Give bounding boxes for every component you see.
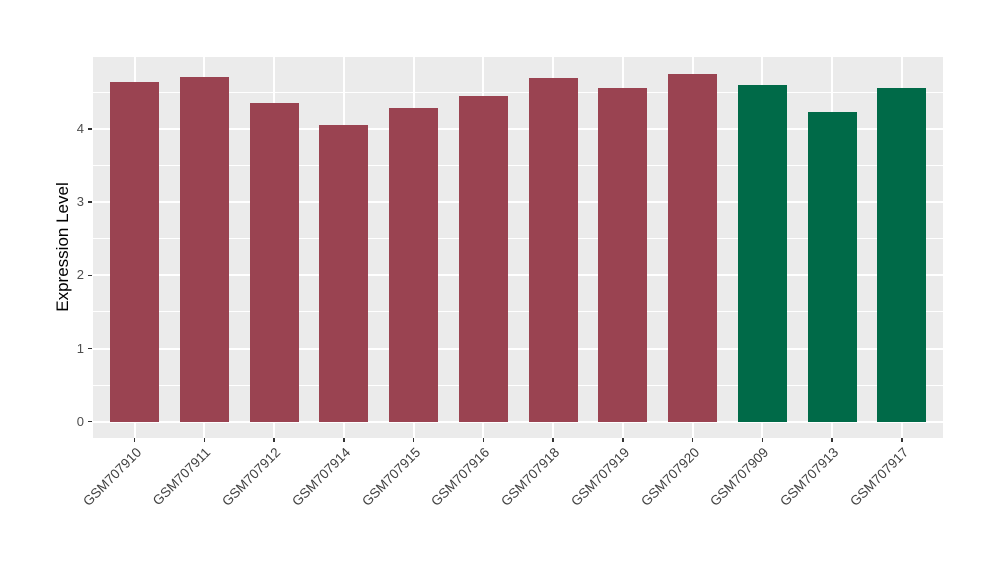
- y-tick-label: 3: [76, 194, 84, 210]
- y-tick-mark: [88, 201, 92, 203]
- x-tick-mark: [133, 438, 136, 442]
- x-tick-mark: [203, 438, 205, 442]
- bar: [389, 108, 438, 422]
- x-tick-label: GSM707918: [498, 444, 563, 509]
- y-tick-mark: [88, 128, 92, 130]
- gridline-major-h: [93, 347, 943, 350]
- x-tick-label: GSM707910: [79, 444, 144, 509]
- x-tick-label: GSM707911: [150, 444, 214, 509]
- gridline-minor-h: [93, 91, 943, 93]
- bar: [249, 103, 299, 422]
- x-tick-label: GSM707917: [846, 444, 912, 509]
- gridline-minor-h: [93, 165, 943, 166]
- y-tick-label: 0: [76, 413, 84, 429]
- x-tick-mark: [482, 438, 484, 442]
- x-tick-label: GSM707909: [707, 444, 772, 509]
- gridline-minor-h: [93, 311, 943, 313]
- x-tick-mark: [901, 438, 903, 442]
- gridline-major-h: [93, 274, 943, 277]
- x-tick-label: GSM707916: [428, 444, 493, 509]
- bar: [668, 74, 717, 422]
- x-tick-mark: [343, 438, 345, 442]
- bar: [458, 95, 508, 422]
- x-tick-mark: [622, 438, 624, 442]
- gridline-minor-h: [93, 238, 943, 240]
- y-tick-mark: [88, 420, 92, 423]
- bar: [528, 78, 578, 422]
- x-tick-mark: [273, 438, 275, 442]
- bar: [877, 87, 927, 422]
- gridline-major-h: [93, 201, 943, 204]
- bar: [179, 76, 229, 422]
- x-tick-label: GSM707914: [288, 444, 354, 509]
- plot-panel: [93, 57, 943, 438]
- x-tick-mark: [691, 438, 694, 442]
- y-tick-label: 2: [76, 267, 84, 283]
- bar: [110, 82, 159, 422]
- gridline-major-h: [93, 127, 943, 130]
- x-tick-mark: [831, 438, 833, 442]
- x-tick-label: GSM707919: [567, 444, 633, 509]
- bar: [737, 84, 787, 422]
- bar: [598, 87, 648, 422]
- y-tick-label: 1: [76, 340, 84, 356]
- y-tick-mark: [88, 274, 92, 277]
- bar: [319, 124, 369, 422]
- bar: [807, 112, 857, 422]
- x-tick-label: GSM707920: [637, 444, 702, 509]
- gridline-major-h: [93, 420, 943, 423]
- x-tick-label: GSM707915: [358, 444, 423, 509]
- x-tick-mark: [552, 438, 554, 442]
- x-tick-mark: [761, 438, 763, 442]
- y-tick-mark: [88, 347, 92, 350]
- y-tick-label: 4: [76, 120, 84, 136]
- x-tick-label: GSM707912: [219, 444, 284, 509]
- x-tick-label: GSM707913: [777, 444, 842, 509]
- gridline-minor-h: [93, 384, 943, 386]
- x-tick-mark: [412, 438, 415, 442]
